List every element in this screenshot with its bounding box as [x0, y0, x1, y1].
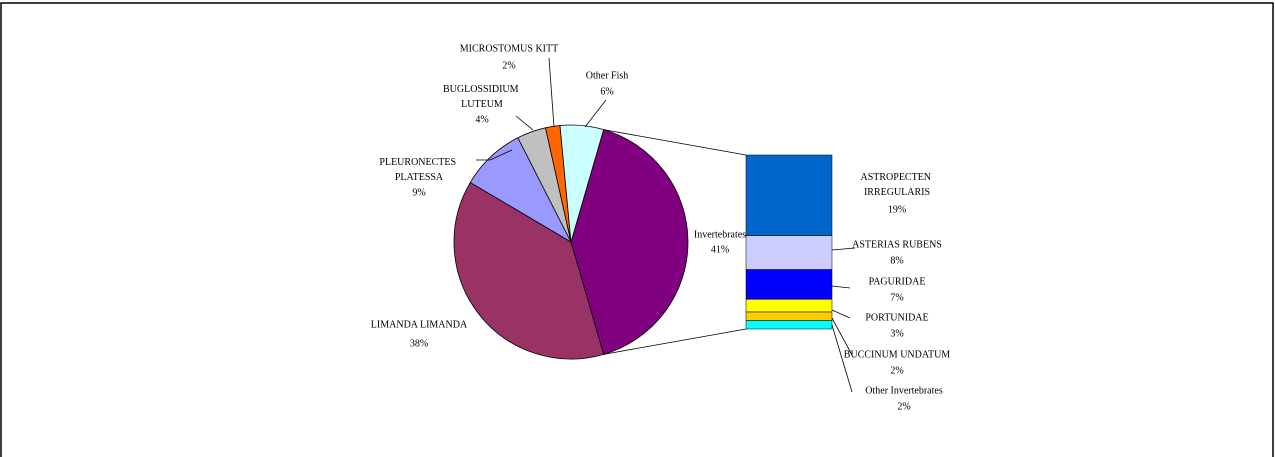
data-label: 19%: [888, 204, 906, 215]
bar-segment: [745, 269, 833, 300]
data-label: Other Fish: [586, 70, 629, 81]
leader-line: [515, 115, 534, 131]
bar-segment: [745, 154, 833, 236]
data-label: BUCCINUM UNDATUM: [844, 349, 951, 360]
data-label: 3%: [890, 328, 903, 339]
data-label: ASTROPECTEN IRREGULARIS: [860, 172, 933, 198]
data-label: ASTERIAS RUBENS: [852, 239, 942, 250]
pie-slice: [453, 181, 605, 360]
data-label: LIMANDA LIMANDA: [371, 319, 468, 330]
leader-line: [831, 317, 853, 356]
data-label: 7%: [890, 292, 903, 303]
data-label: PORTUNIDAE: [865, 312, 928, 323]
data-label: 2%: [502, 60, 515, 71]
data-label: 2%: [897, 401, 910, 412]
bar-segment: [745, 235, 833, 270]
data-label: PAGURIDAE: [869, 276, 926, 287]
data-label: 6%: [600, 86, 613, 97]
data-label: 2%: [890, 365, 903, 376]
data-label: 4%: [475, 114, 488, 125]
connector: [603, 129, 747, 156]
bar-segment: [745, 299, 833, 313]
leader-line: [831, 285, 851, 289]
bar-segment: [745, 320, 833, 330]
bar-segment: [745, 311, 833, 321]
data-label: Other Invertebrates: [865, 385, 943, 396]
data-label: 8%: [890, 255, 903, 266]
data-label: Invertebrates: [694, 229, 746, 240]
data-label: 9%: [412, 187, 425, 198]
connector: [603, 328, 747, 355]
pie-slice: [570, 129, 689, 355]
data-label: PLEURONECTES PLATESSA: [379, 157, 458, 183]
data-label: 41%: [711, 244, 729, 255]
leader-line: [548, 57, 555, 128]
pie-slice: [559, 124, 605, 243]
data-label: BUGLOSSIDIUM LUTEUM: [443, 84, 521, 110]
leader-line: [831, 309, 851, 319]
leader-line: [584, 99, 607, 128]
data-label: 38%: [410, 338, 428, 349]
leader-line: [831, 324, 853, 393]
leader-line: [831, 247, 856, 251]
data-label: MICROSTOMUS KITT: [460, 43, 558, 54]
leader-line: [476, 149, 513, 161]
